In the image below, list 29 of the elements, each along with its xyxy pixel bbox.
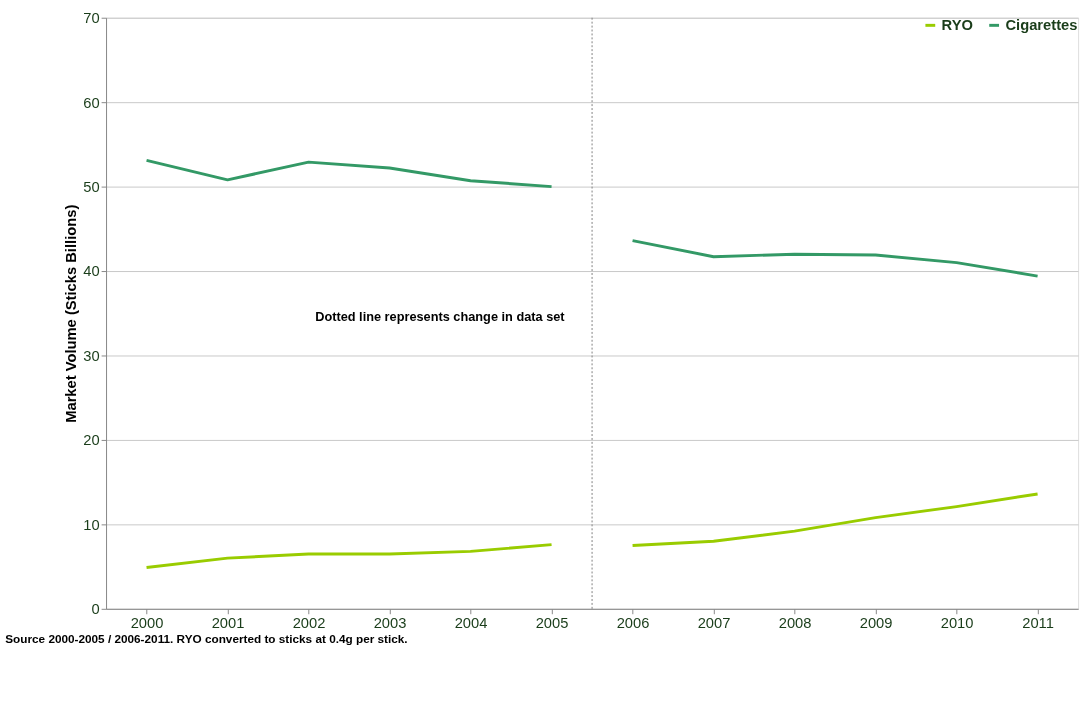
y-tick-label: 20 xyxy=(83,432,100,449)
y-tick-label: 40 xyxy=(83,263,100,280)
line-series xyxy=(145,158,554,189)
y-tick-label: 50 xyxy=(83,179,100,196)
x-tick-label: 2006 xyxy=(616,614,650,631)
x-tick-label: 2010 xyxy=(940,614,974,631)
x-tick-label: 2009 xyxy=(859,614,893,631)
x-tick-label: 2004 xyxy=(454,614,488,631)
line-series xyxy=(145,543,554,569)
y-tick-label: 0 xyxy=(91,601,100,618)
x-tick-label: 2011 xyxy=(1022,614,1054,631)
legend-label: RYO xyxy=(941,17,973,34)
line-series xyxy=(631,239,1040,278)
legend-label: Cigarettes xyxy=(1005,17,1078,34)
x-tick-label: 2000 xyxy=(130,614,164,631)
x-tick-label: 2008 xyxy=(778,614,812,631)
x-tick-label: 2005 xyxy=(535,614,569,631)
annotation: Dotted line represents change in data set xyxy=(315,309,566,325)
y-tick-label: 70 xyxy=(83,10,100,27)
line-series xyxy=(631,492,1040,547)
x-tick-label: 2001 xyxy=(211,614,245,631)
source-note: Source 2000-2005 / 2006-2011. RYO converted to sticks at 0.4g per stick. xyxy=(5,632,408,646)
y-tick-label: 60 xyxy=(83,94,100,111)
x-tick-label: 2007 xyxy=(697,614,731,631)
y-axis-title: Market Volume (Sticks Billions) xyxy=(63,204,80,423)
x-tick-label: 2003 xyxy=(373,614,407,631)
y-tick-label: 10 xyxy=(83,516,100,533)
y-tick-label: 30 xyxy=(83,347,100,364)
x-tick-label: 2002 xyxy=(292,614,326,631)
